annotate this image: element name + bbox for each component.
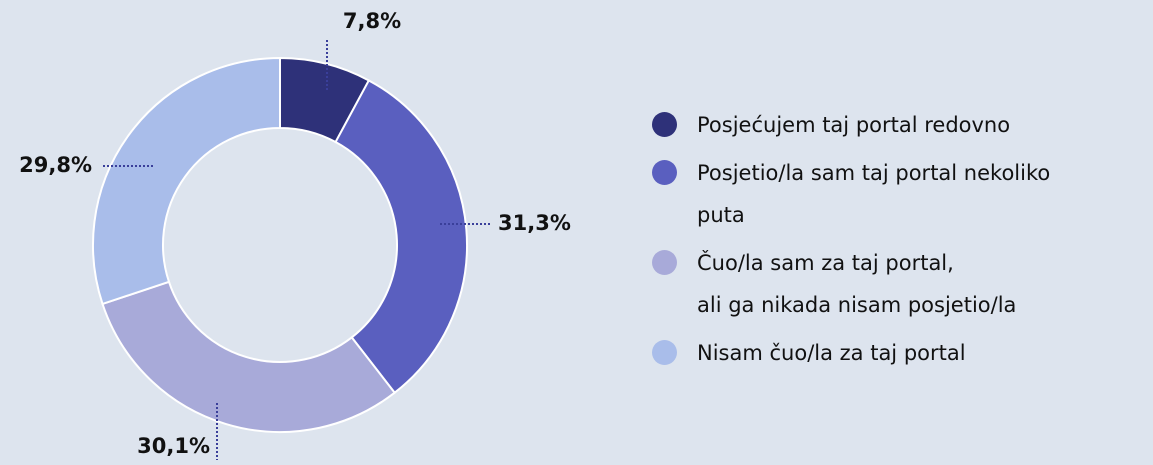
donut-slice [101,280,397,433]
legend-item: Posjećujem taj portal redovno [652,104,1152,146]
legend-label: Nisam čuo/la za taj portal [697,341,966,365]
donut-slice [92,56,281,306]
legend-swatch [652,250,677,275]
legend-label: Posjećujem taj portal redovno [697,113,1011,137]
donut-slice [334,79,468,395]
legend-label: Čuo/la sam za taj portal, ali ga nikada … [697,251,1017,317]
data-label: 31,3% [498,211,571,235]
legend-swatch [652,112,677,137]
data-label: 7,8% [343,9,401,33]
legend-item: Nisam čuo/la za taj portal [652,332,1152,374]
legend-swatch [652,340,677,365]
legend-swatch [652,160,677,185]
legend-item: Čuo/la sam za taj portal, ali ga nikada … [652,242,1152,326]
data-label: 29,8% [19,153,92,177]
legend-label: Posjetio/la sam taj portal nekoliko puta [697,161,1051,227]
legend-item: Posjetio/la sam taj portal nekoliko puta [652,152,1152,236]
data-label: 30,1% [137,434,210,458]
legend: Posjećujem taj portal redovno Posjetio/la… [652,104,1152,380]
